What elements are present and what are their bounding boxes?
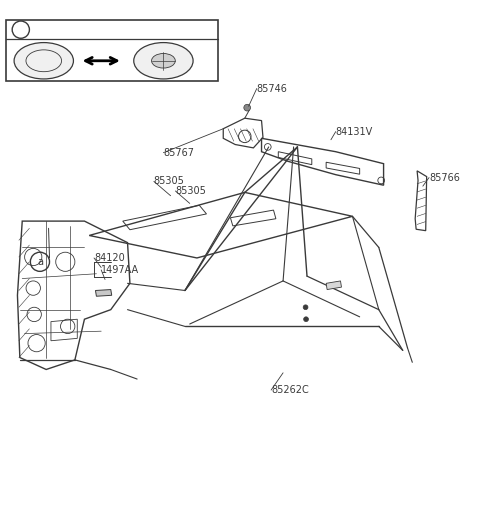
Polygon shape <box>96 289 112 296</box>
Text: a: a <box>37 257 43 267</box>
Text: 85767: 85767 <box>163 148 194 158</box>
Ellipse shape <box>14 43 73 79</box>
Text: 84145A: 84145A <box>135 28 172 36</box>
Circle shape <box>304 317 309 322</box>
Text: 84147: 84147 <box>28 28 58 36</box>
Circle shape <box>244 104 251 111</box>
Ellipse shape <box>134 43 193 79</box>
Text: a: a <box>18 25 24 34</box>
Text: 1497AA: 1497AA <box>101 265 139 275</box>
Text: 85746: 85746 <box>257 84 288 94</box>
Text: 85305: 85305 <box>154 176 185 187</box>
Text: P: P <box>41 56 46 65</box>
Text: 84120: 84120 <box>94 253 125 263</box>
Text: 85262C: 85262C <box>271 385 309 395</box>
Text: 85305: 85305 <box>175 186 206 196</box>
Circle shape <box>303 305 308 309</box>
Text: 85766: 85766 <box>429 173 460 182</box>
Bar <box>6 20 218 81</box>
Ellipse shape <box>152 53 175 68</box>
Text: 84131V: 84131V <box>336 126 373 137</box>
Polygon shape <box>326 281 341 289</box>
